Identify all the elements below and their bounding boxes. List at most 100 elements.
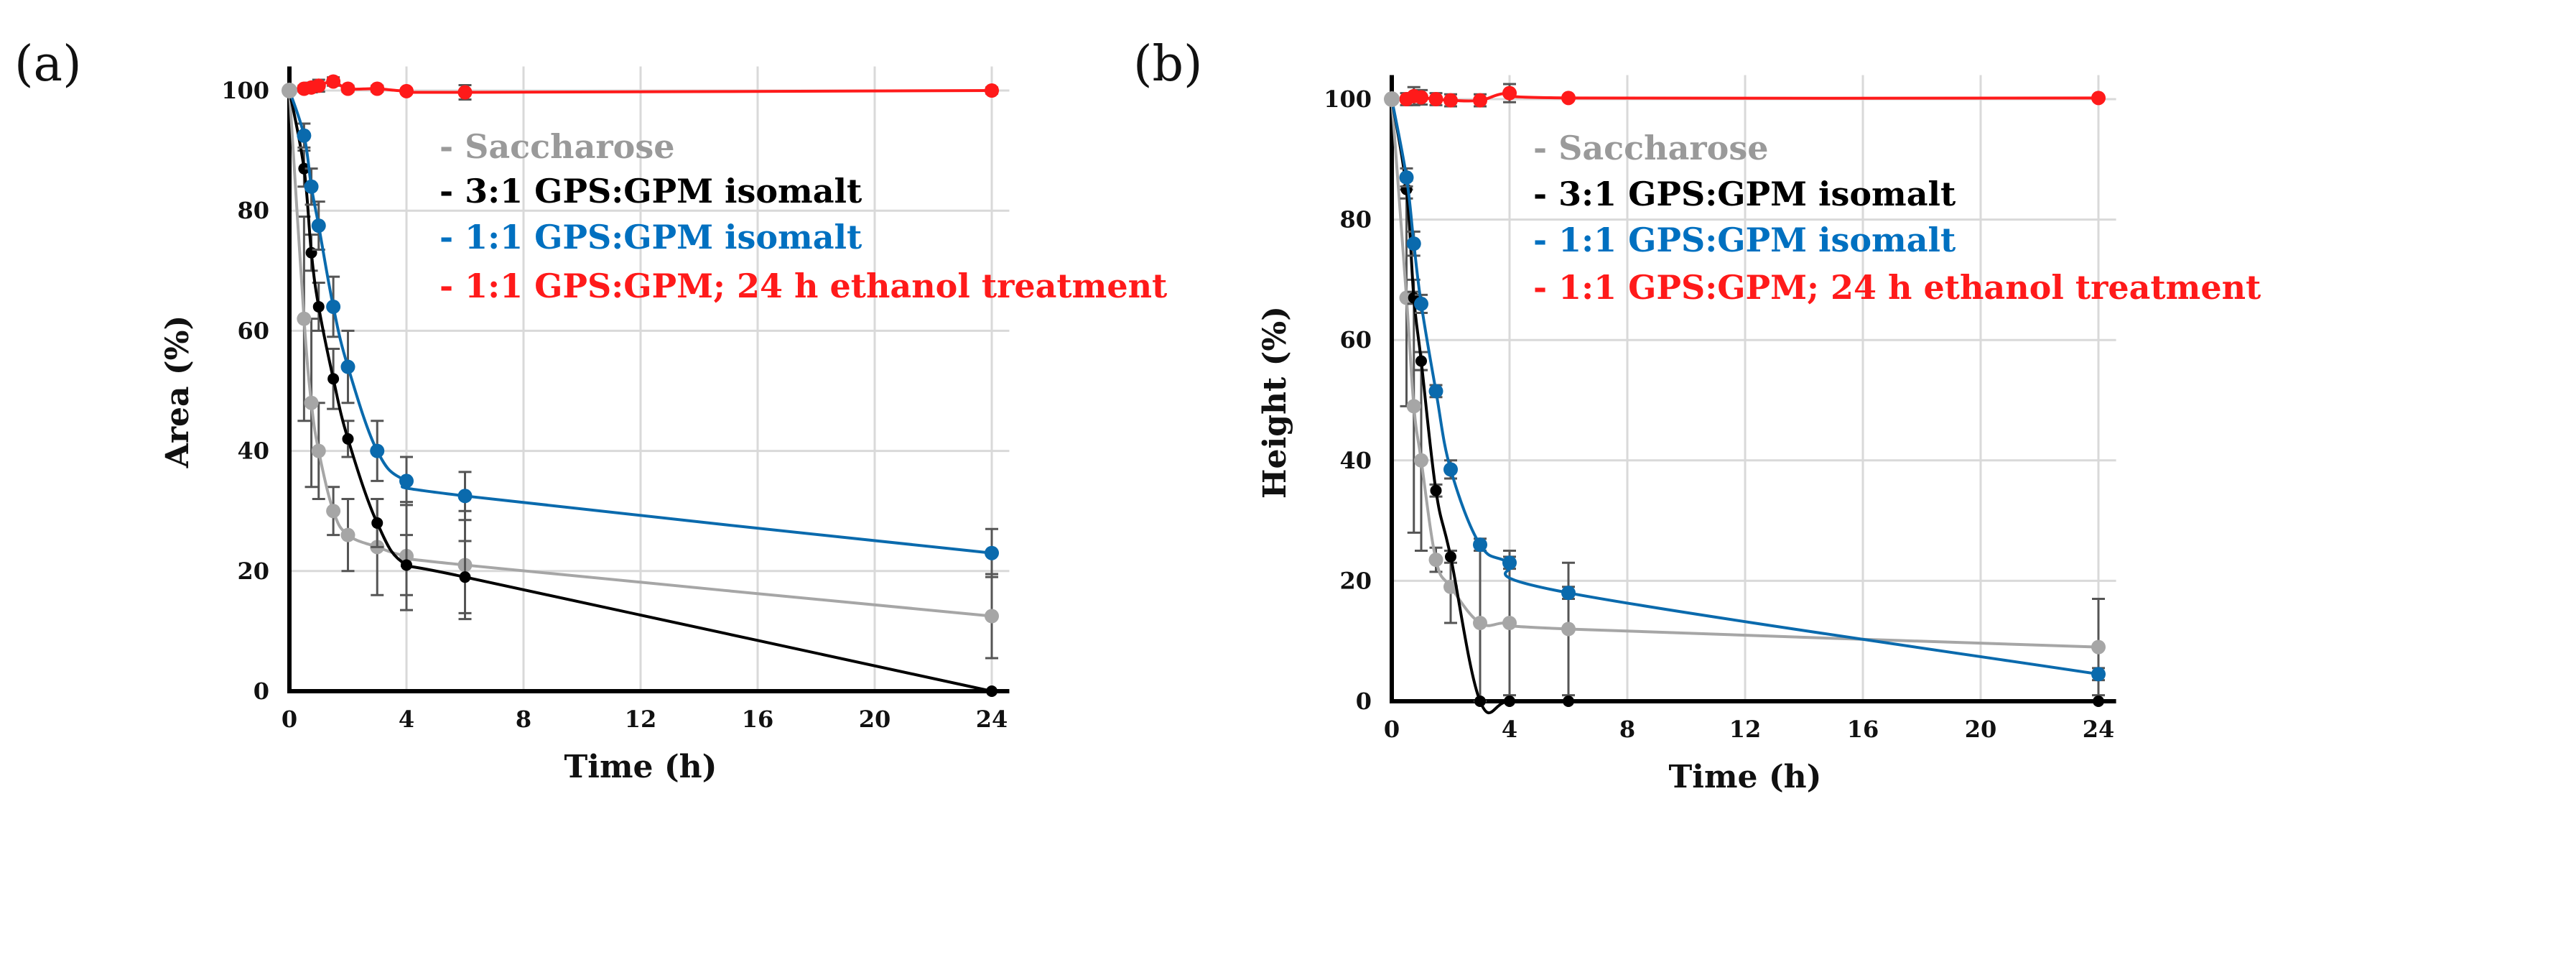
- data-point: [1414, 90, 1428, 105]
- data-point: [1502, 555, 1517, 570]
- data-point: [327, 373, 340, 385]
- data-point: [342, 433, 354, 445]
- data-point: [1443, 93, 1458, 108]
- y-tick-label: 0: [254, 678, 269, 705]
- data-point: [1428, 384, 1443, 399]
- y-tick-label: 40: [237, 438, 269, 465]
- legend-entry: - Saccharose: [1533, 129, 1768, 167]
- data-point: [2091, 639, 2106, 655]
- series-2: [282, 83, 999, 578]
- data-point: [1406, 399, 1421, 414]
- data-point: [311, 78, 326, 93]
- data-point: [1504, 696, 1515, 707]
- data-point: [1443, 462, 1458, 477]
- data-point: [986, 685, 998, 697]
- data-point: [1561, 91, 1576, 106]
- data-point: [1430, 484, 1442, 496]
- data-point: [311, 218, 326, 234]
- data-point: [985, 609, 999, 624]
- x-tick-label: 24: [976, 706, 1008, 733]
- data-point: [399, 83, 414, 98]
- x-tick-label: 24: [2083, 716, 2115, 743]
- x-tick-label: 20: [1965, 716, 1997, 743]
- data-point: [1563, 696, 1574, 707]
- y-tick-label: 20: [237, 558, 269, 585]
- data-point: [326, 504, 341, 519]
- x-tick-label: 8: [516, 706, 531, 733]
- data-point: [457, 85, 473, 100]
- y-tick-label: 20: [1339, 567, 1372, 594]
- panel-label: (b): [1133, 36, 1203, 93]
- panel-label: (a): [14, 36, 82, 93]
- data-point: [2091, 667, 2106, 682]
- legend-entry: - 1:1 GPS:GPM; 24 h ethanol treatment: [1533, 268, 2261, 307]
- series-3: [282, 74, 999, 101]
- data-point: [1384, 91, 1400, 107]
- data-point: [1414, 296, 1428, 311]
- x-axis-title: Time (h): [1669, 759, 1822, 795]
- data-point: [1415, 355, 1427, 367]
- data-point: [1474, 696, 1486, 707]
- chart-panel-b: (b) 0 4 8 12 16 20 24 0 20 40 60 80 100 Time (h) Height…: [1133, 36, 2261, 795]
- data-point: [1414, 453, 1428, 468]
- data-point: [340, 359, 355, 374]
- data-point: [1428, 553, 1443, 568]
- data-point: [1473, 93, 1487, 108]
- y-tick-label: 80: [1339, 206, 1372, 234]
- data-point: [304, 395, 319, 410]
- data-point: [985, 545, 999, 560]
- data-point: [2093, 696, 2104, 707]
- legend-entry: - 3:1 GPS:GPM isomalt: [440, 172, 862, 211]
- x-tick-label: 0: [1384, 716, 1400, 743]
- data-point: [340, 81, 355, 96]
- data-point: [1473, 616, 1487, 631]
- chart-panel-a: (a) 0 4 8 12 16 20 24 0 20 40 60 80 100 Time (h) Area (…: [14, 36, 1168, 785]
- data-point: [1406, 236, 1421, 251]
- legend-entry: - 1:1 GPS:GPM isomalt: [440, 218, 862, 257]
- data-point: [2091, 91, 2106, 106]
- data-point: [304, 179, 319, 194]
- y-tick-label: 40: [1339, 447, 1372, 474]
- legend-entry: - 3:1 GPS:GPM isomalt: [1533, 175, 1956, 213]
- x-tick-label: 12: [625, 706, 657, 733]
- x-tick-label: 0: [282, 706, 297, 733]
- data-point: [1428, 92, 1443, 106]
- data-point: [459, 571, 471, 583]
- y-axis-title: Height (%): [1257, 306, 1293, 499]
- data-point: [326, 74, 341, 89]
- series-line: [1390, 98, 2098, 714]
- data-point: [371, 517, 383, 529]
- x-tick-label: 4: [399, 706, 414, 733]
- x-tick-label: 16: [742, 706, 774, 733]
- series-0: [1385, 92, 2106, 703]
- x-tick-label: 20: [859, 706, 891, 733]
- data-point: [1502, 616, 1517, 631]
- data-point: [297, 311, 312, 326]
- series-2: [1385, 92, 2106, 682]
- data-point: [1445, 550, 1456, 563]
- y-tick-label: 60: [1339, 326, 1372, 354]
- data-point: [340, 527, 355, 542]
- series-line: [1390, 98, 2099, 676]
- data-point: [1561, 586, 1576, 601]
- data-point: [282, 83, 297, 98]
- data-point: [370, 81, 385, 96]
- data-point: [1561, 621, 1576, 637]
- data-point: [297, 128, 312, 143]
- legend-entry: - 1:1 GPS:GPM; 24 h ethanol treatment: [440, 267, 1168, 305]
- y-tick-label: 80: [237, 197, 269, 224]
- data-point: [311, 443, 326, 458]
- series-line: [288, 90, 992, 693]
- x-tick-label: 12: [1729, 716, 1762, 743]
- data-point: [985, 83, 999, 98]
- data-point: [457, 489, 473, 504]
- data-point: [1502, 86, 1517, 101]
- data-point: [401, 559, 412, 571]
- series-0: [282, 83, 999, 660]
- data-point: [312, 300, 325, 313]
- y-tick-label: 100: [1324, 86, 1372, 113]
- data-point: [399, 473, 414, 489]
- data-point: [298, 162, 310, 175]
- legend-entry: - Saccharose: [440, 127, 674, 166]
